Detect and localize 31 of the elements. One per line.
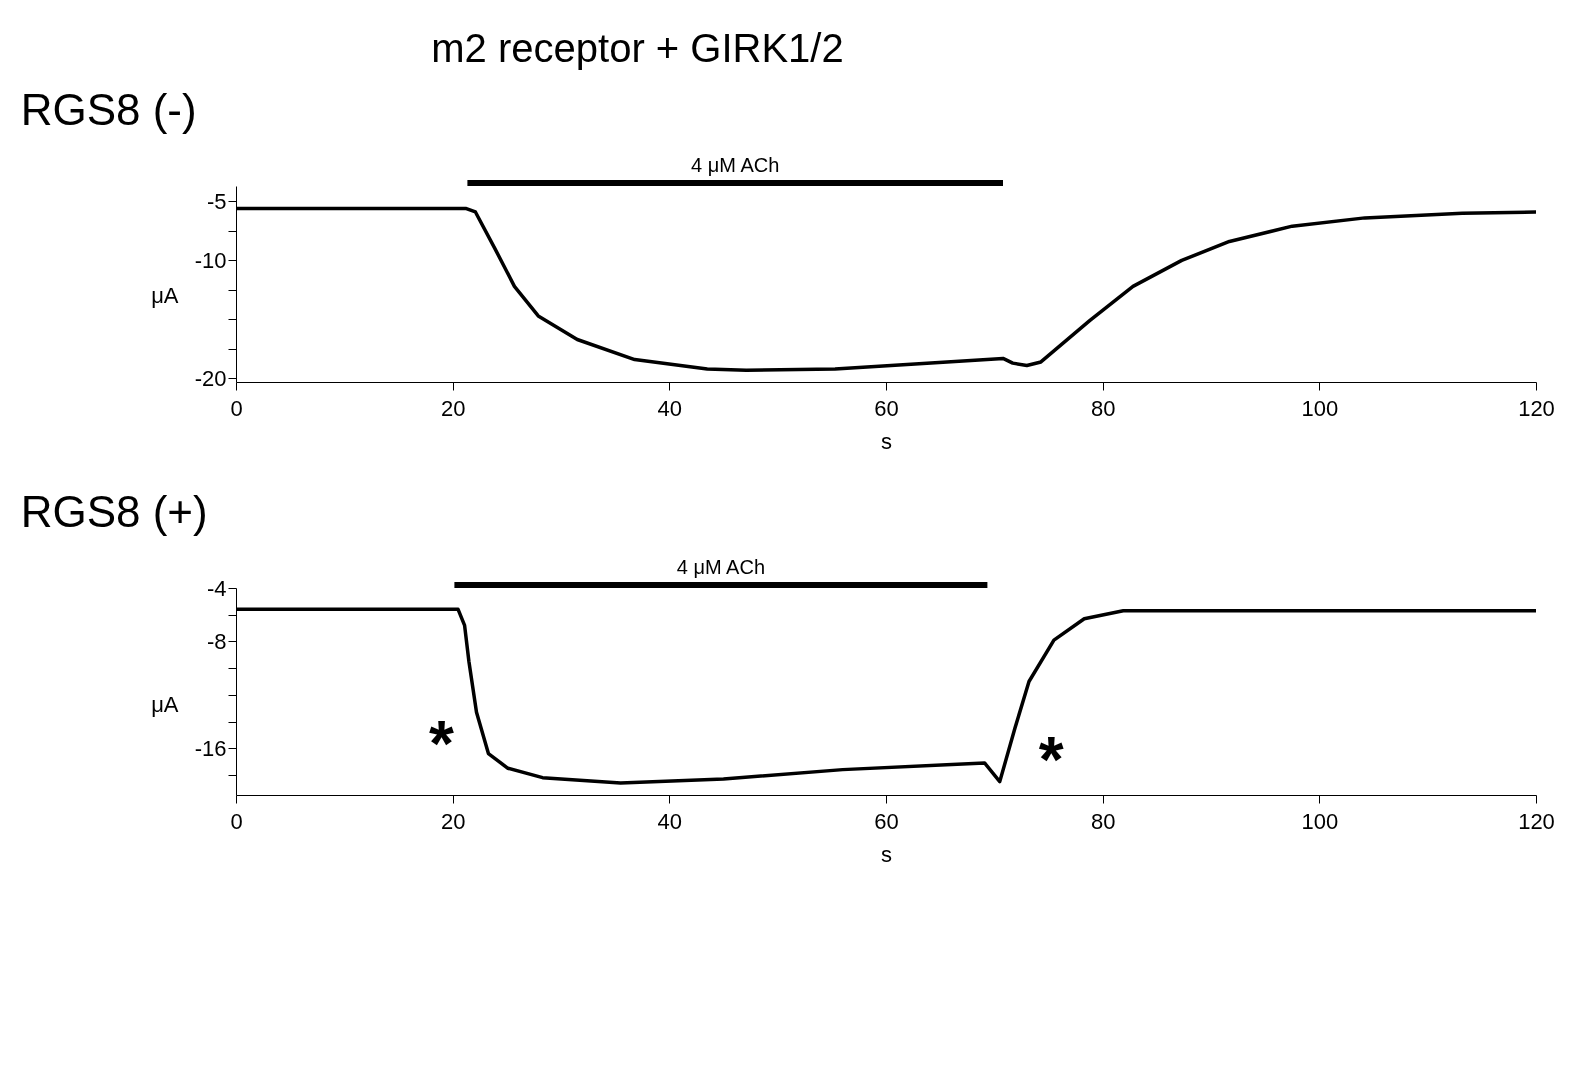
x-tick-label: 60 [874, 395, 899, 421]
x-tick-label: 40 [657, 808, 683, 834]
chart-title: m2 receptor + GIRK1/2 [431, 26, 844, 70]
annotation: * [1038, 724, 1064, 797]
y-axis-title: μA [151, 691, 179, 717]
x-tick-label: 40 [657, 395, 683, 421]
x-axis-title: s [881, 428, 892, 454]
y-tick-label: -8 [206, 628, 227, 654]
annotation: * [428, 707, 454, 780]
x-tick-label: 60 [874, 808, 899, 834]
x-tick-label: 0 [230, 808, 243, 834]
x-tick-label: 120 [1518, 808, 1555, 834]
x-tick-label: 120 [1518, 395, 1555, 421]
x-tick-label: 80 [1090, 395, 1116, 421]
x-axis-title: s [881, 841, 892, 867]
y-tick-label: -5 [206, 188, 227, 214]
chart-subtitle: RGS8 (-) [20, 85, 197, 134]
x-tick-label: 20 [440, 808, 466, 834]
x-tick-label: 0 [230, 395, 243, 421]
x-tick-label: 20 [440, 395, 466, 421]
y-tick-label: -4 [206, 575, 227, 601]
text: 4 μM ACh [691, 154, 780, 176]
x-tick-label: 80 [1090, 808, 1116, 834]
y-tick-label: -20 [194, 365, 227, 391]
y-tick-label: -16 [194, 735, 227, 761]
y-axis-title: μA [151, 283, 179, 309]
y-tick-label: -10 [194, 247, 227, 273]
x-tick-label: 100 [1301, 808, 1339, 834]
chart-subtitle: RGS8 (+) [20, 487, 208, 536]
x-tick-label: 100 [1301, 395, 1339, 421]
text: 4 μM ACh [676, 556, 766, 578]
